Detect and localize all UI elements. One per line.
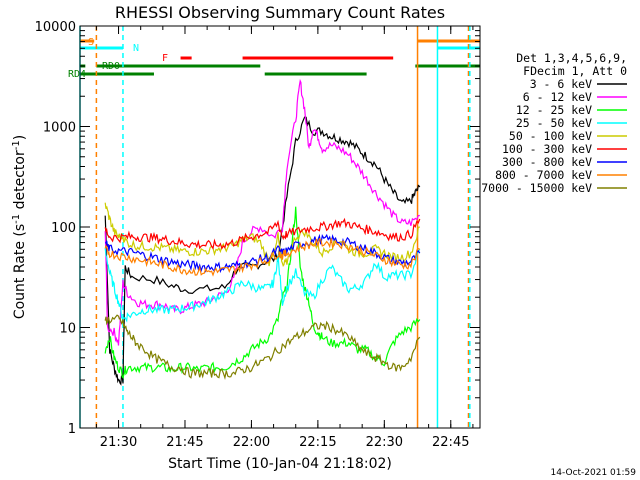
legend-label-7000-15000-kev: 7000 - 15000 keV <box>481 181 592 195</box>
legend-label-100-300-kev: 100 - 300 keV <box>502 142 592 156</box>
x-axis-label: Start Time (10-Jan-04 21:18:02) <box>168 456 392 472</box>
series-800-7000-kev <box>104 237 421 277</box>
y-tick-label: 10000 <box>35 20 76 35</box>
flag-label-f: F <box>162 53 168 64</box>
y-axis: 1 10 100 1000 10000 <box>35 20 480 437</box>
series-50-100-kev <box>104 202 420 267</box>
legend-label-12-25-kev: 12 - 25 keV <box>516 103 592 117</box>
x-tick-label: 22:00 <box>233 435 270 450</box>
y-tick-label: 10 <box>59 322 76 337</box>
series-6-12-kev <box>104 78 420 346</box>
x-tick-label: 22:15 <box>299 435 336 450</box>
series-12-25-kev <box>104 206 421 379</box>
y-tick-label: 1000 <box>43 121 76 136</box>
x-tick-label: 22:30 <box>366 435 403 450</box>
legend-label-25-50-kev: 25 - 50 keV <box>516 116 592 130</box>
legend-label-300-800-kev: 300 - 800 keV <box>502 155 592 169</box>
y-tick-label: 100 <box>51 221 76 236</box>
series-100-300-kev <box>104 217 421 250</box>
flag-label-rd4: RD4 <box>68 69 86 80</box>
legend-header: FDecim 1, Att 0 <box>523 64 627 78</box>
legend-label-50-100-kev: 50 - 100 keV <box>509 129 592 143</box>
flag-label-n: N <box>133 43 139 54</box>
x-tick-label: 22:45 <box>432 435 469 450</box>
flag-label-rd0: RD0 <box>102 61 120 72</box>
legend-header: Det 1,3,4,5,6,9, <box>516 51 627 65</box>
legend-label-3-6-kev: 3 - 6 keV <box>530 77 592 91</box>
series-3-6-kev <box>104 116 421 386</box>
y-axis-label: Count Rate (s-1 detector-1) <box>11 135 28 319</box>
legend-label-800-7000-kev: 800 - 7000 keV <box>495 168 592 182</box>
x-tick-label: 21:30 <box>100 435 137 450</box>
x-axis: 21:30 21:45 22:00 22:15 22:30 22:45 <box>95 26 474 450</box>
series-7000-15000-kev <box>104 314 421 381</box>
chart-title: RHESSI Observing Summary Count Rates <box>115 3 445 22</box>
legend-label-6-12-kev: 6 - 12 keV <box>523 90 592 104</box>
series-25-50-kev <box>104 248 421 323</box>
series-lines <box>104 78 421 386</box>
timestamp: 14-Oct-2021 01:59 <box>551 468 637 478</box>
y-tick-label: 1 <box>68 422 76 437</box>
x-tick-label: 21:45 <box>166 435 203 450</box>
flag-label-s: S <box>88 37 94 48</box>
legend: Det 1,3,4,5,6,9,FDecim 1, Att 03 - 6 keV… <box>481 51 627 195</box>
series-300-800-kev <box>104 233 421 274</box>
